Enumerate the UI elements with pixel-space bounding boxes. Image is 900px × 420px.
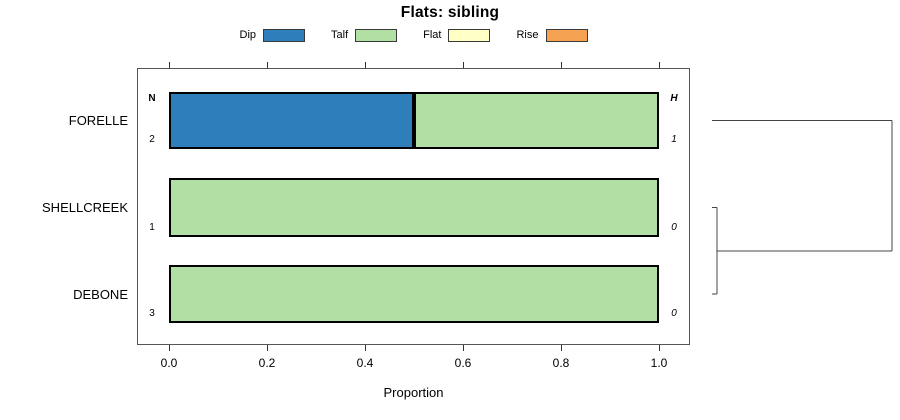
n-value: 2 [149, 134, 155, 145]
legend-item-flat: Flat [423, 28, 491, 42]
x-tick-bottom [266, 345, 268, 351]
n-value: 1 [149, 222, 155, 233]
legend-swatch-dip [263, 28, 306, 42]
bar-segment-dip [169, 92, 414, 149]
x-tick-label: 0.6 [454, 356, 472, 370]
x-tick-bottom [658, 345, 660, 351]
x-tick-top [168, 62, 170, 68]
x-tick-bottom [560, 345, 562, 351]
legend-swatch-talf [355, 28, 398, 42]
chart-title: Flats: sibling [400, 4, 500, 21]
row-label-shellcreek: SHELLCREEK [42, 200, 128, 215]
n-value: 3 [149, 308, 155, 319]
row-label-forelle: FORELLE [68, 113, 128, 128]
x-tick-label: 0.4 [356, 356, 374, 370]
x-tick-bottom [462, 345, 464, 351]
row-label-debone: DEBONE [73, 286, 128, 302]
bar-segment-talf [414, 92, 659, 149]
x-tick-top [266, 62, 268, 68]
x-tick-label: 0.0 [160, 356, 178, 370]
x-tick-top [658, 62, 660, 68]
h-value: 1 [671, 134, 677, 145]
legend: Dip Talf Flat Rise [137, 26, 690, 44]
x-tick-top [560, 62, 562, 68]
h-value: 0 [671, 222, 677, 233]
x-tick-label: 1.0 [650, 356, 668, 370]
n-column-header: N [148, 93, 156, 104]
legend-label: Flat [423, 29, 442, 41]
bar-segment-talf [169, 178, 659, 237]
x-tick-label: 0.2 [258, 356, 276, 370]
x-tick-bottom [168, 345, 170, 351]
x-axis-label: Proportion [383, 385, 444, 400]
x-tick-label: 0.8 [552, 356, 570, 370]
legend-swatch-flat [448, 28, 491, 42]
x-tick-top [364, 62, 366, 68]
legend-item-talf: Talf [331, 28, 398, 42]
legend-item-dip: Dip [239, 28, 306, 42]
legend-label: Dip [239, 29, 257, 41]
legend-label: Talf [331, 29, 349, 41]
h-value: 0 [671, 308, 677, 319]
x-tick-top [462, 62, 464, 68]
plot-frame [137, 68, 690, 345]
h-column-header: H [670, 93, 678, 104]
legend-item-rise: Rise [516, 28, 588, 42]
legend-label: Rise [516, 29, 539, 41]
legend-swatch-rise [545, 28, 588, 42]
bar-segment-talf [169, 265, 659, 323]
x-tick-bottom [364, 345, 366, 351]
